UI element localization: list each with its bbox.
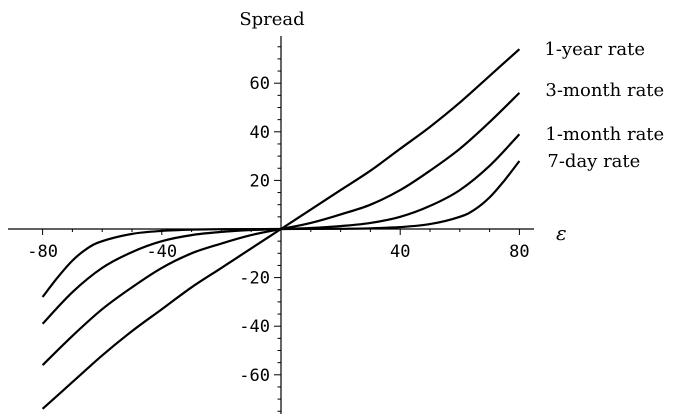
y-tick-label: -40 (239, 317, 270, 337)
series-line-3 (41, 160, 521, 298)
series-label-3: 7-day rate (547, 151, 640, 172)
y-ticks: -60 -40 -20 20 40 60 (239, 46, 281, 412)
y-axis-title: Spread (239, 9, 304, 30)
x-tick-label: 40 (390, 242, 410, 262)
y-tick-label: 40 (250, 123, 270, 143)
y-tick-label: 20 (250, 171, 270, 191)
series-label-2: 1-month rate (545, 124, 664, 145)
series-group (41, 48, 521, 410)
x-axis-title: ε (556, 221, 567, 245)
x-tick-label: -40 (146, 242, 177, 262)
y-tick-label: 60 (250, 74, 270, 94)
series-label-1: 3-month rate (545, 80, 664, 101)
y-tick-label: -60 (239, 366, 270, 386)
x-tick-label: -80 (27, 242, 58, 262)
series-labels: 1-year rate 3-month rate 1-month rate 7-day… (544, 39, 664, 172)
x-tick-label: 80 (509, 242, 529, 262)
series-label-0: 1-year rate (544, 39, 645, 60)
y-tick-label: -20 (239, 269, 270, 289)
x-ticks: -80 -40 40 80 (27, 229, 530, 262)
axes: -80 -40 40 80 -60 -40 -20 20 40 60 (8, 36, 534, 414)
